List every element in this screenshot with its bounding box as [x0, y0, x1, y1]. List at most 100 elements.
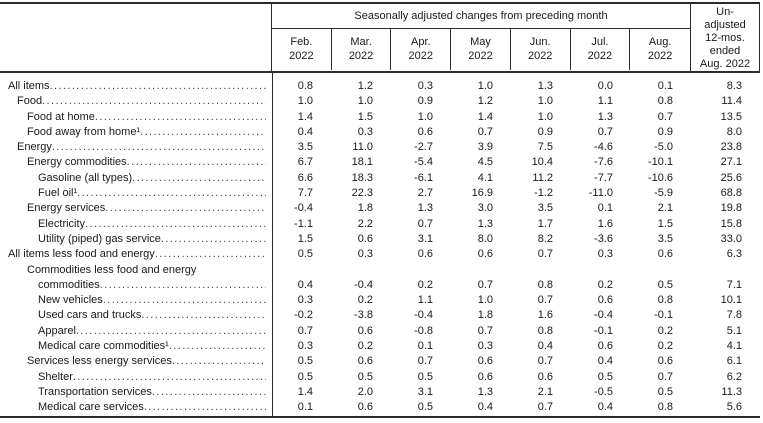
month-name: Mar.: [350, 36, 372, 48]
value-cell: -1.2: [534, 187, 553, 200]
value-cell: 4.1: [726, 340, 742, 353]
value-cell: 1.8: [357, 202, 373, 215]
row-label-text: Utility (piped) gas service: [38, 232, 161, 245]
value-cell: 11.2: [532, 171, 553, 184]
value-cell: 0.3: [297, 294, 313, 307]
row-label: Food at home: [0, 110, 272, 125]
value-cell: 1.3: [537, 80, 553, 92]
leader-dots: [103, 293, 266, 308]
value-cell: 1.0: [537, 110, 553, 123]
header-month-cell: Apr. 2022: [391, 29, 452, 70]
value-cell: 68.8: [720, 187, 742, 200]
table-row: Services less energy services 0.5 0.6 0.7 0.…: [0, 354, 760, 369]
value-cell: 0.2: [657, 340, 673, 353]
value-cell: 5.1: [726, 324, 742, 337]
row-label: All items less food and energy: [0, 247, 272, 262]
value-cell: 8.0: [726, 125, 742, 138]
leader-dots: [105, 201, 266, 216]
month-name: Feb.: [290, 36, 313, 48]
row-label-line: Services less energy services: [0, 354, 266, 369]
row-label-text: Food away from home¹: [27, 125, 141, 138]
value-cell: 0.7: [477, 324, 493, 337]
row-label-text: Shelter: [38, 370, 73, 383]
month-year: 2022: [527, 50, 553, 62]
row-label-text: Food at home: [27, 110, 95, 123]
header-month-cell: Aug. 2022: [630, 29, 690, 70]
value-cell: 16.9: [471, 187, 493, 200]
table-row: Transportation services 1.4 2.0 3.1 1.3 2.1 -0…: [0, 385, 760, 400]
value-cell: 1.8: [477, 309, 493, 322]
row-label: Fuel oil¹: [0, 186, 272, 201]
value-cell: 1.4: [477, 110, 493, 123]
row-label-text: Gasoline (all types): [38, 171, 133, 184]
row-label-text: All items: [8, 80, 50, 92]
row-label: New vehicles: [0, 293, 272, 308]
unadjusted-header-line: adjusted: [704, 19, 746, 31]
value-cell: 0.7: [537, 294, 553, 307]
value-cell: 0.2: [597, 278, 613, 291]
value-cell: 1.5: [357, 110, 373, 123]
value-cell: 6.2: [726, 370, 742, 383]
header-month-cell: Mar. 2022: [332, 29, 392, 70]
value-cell: -5.9: [654, 187, 673, 200]
row-label: Shelter: [0, 370, 272, 385]
table-row: Shelter 0.5 0.5 0.5 0.6 0.6 0.5 0.7 6.2: [0, 370, 760, 385]
value-cell: 1.0: [477, 294, 493, 307]
table-row: Electricity -1.1 2.2 0.7 1.3 1.7 1.6 1.5 15.8: [0, 217, 760, 232]
value-cell: 6.3: [726, 248, 742, 261]
value-cell: 0.8: [537, 324, 553, 337]
value-cell: -3.6: [594, 232, 613, 245]
value-cell: 0.5: [297, 248, 313, 261]
row-label-line: Transportation services: [0, 385, 266, 400]
table-row: Commodities less food and energy commodit…: [0, 263, 760, 294]
table-row: Gasoline (all types) 6.6 18.3 -6.1 4.1 11.2 -7…: [0, 171, 760, 186]
row-label: Commodities less food and energy commodit…: [0, 263, 272, 294]
row-label-line: Used cars and trucks: [0, 308, 266, 323]
value-cell: 6.6: [297, 171, 313, 184]
value-cell: -0.8: [414, 324, 433, 337]
value-cell: 0.1: [417, 340, 433, 353]
value-cell: 8.2: [537, 232, 553, 245]
header-month-cell: Feb. 2022: [272, 29, 332, 70]
leader-dots: [127, 155, 266, 170]
row-label-line: Energy services: [0, 201, 266, 216]
table-row: Apparel 0.7 0.6 -0.8 0.7 0.8 -0.1 0.2 5.1: [0, 324, 760, 339]
leader-dots: [152, 385, 266, 400]
row-label: Apparel: [0, 324, 272, 339]
value-cell: 1.3: [477, 385, 493, 398]
row-label: Utility (piped) gas service: [0, 232, 272, 247]
leader-dots: [155, 247, 266, 262]
header-month-group: Seasonally adjusted changes from precedi…: [272, 4, 691, 71]
value-cell: 1.1: [417, 294, 433, 307]
value-cell: 1.1: [597, 95, 613, 108]
value-cell: 18.1: [351, 156, 373, 169]
value-cell: 0.1: [597, 202, 613, 215]
row-label-text: Energy commodities: [27, 156, 127, 169]
value-cell: 0.2: [357, 340, 373, 353]
value-cell: 11.0: [352, 141, 373, 154]
row-label-line: Medical care commodities¹: [0, 339, 266, 354]
row-label: Medical care commodities¹: [0, 339, 272, 354]
unadjusted-header-line: Un-: [716, 6, 734, 18]
value-cell: 1.0: [477, 80, 493, 92]
value-cell: 11.4: [721, 95, 742, 108]
value-cell: 8.0: [477, 232, 493, 245]
row-label-text: Energy: [17, 141, 52, 154]
row-label-line: All items less food and energy: [0, 247, 266, 262]
table-row: Food at home 1.4 1.5 1.0 1.4 1.0 1.3 0.7 13.5: [0, 110, 760, 125]
value-cell: 1.0: [297, 95, 313, 108]
value-cell: 0.8: [537, 278, 553, 291]
value-cell: 1.2: [477, 95, 493, 108]
month-year: 2022: [408, 50, 434, 62]
value-cell: 1.5: [297, 232, 313, 245]
row-label-text: Energy services: [27, 202, 106, 215]
leader-dots: [85, 217, 266, 232]
value-cell: 0.5: [297, 370, 313, 383]
value-cell: 4.1: [477, 171, 493, 184]
row-label-text-continued: commodities: [38, 278, 100, 291]
row-label: All items: [0, 79, 272, 94]
leader-dots: [172, 354, 266, 369]
value-cell: 0.3: [297, 340, 313, 353]
month-name: May: [470, 36, 491, 48]
